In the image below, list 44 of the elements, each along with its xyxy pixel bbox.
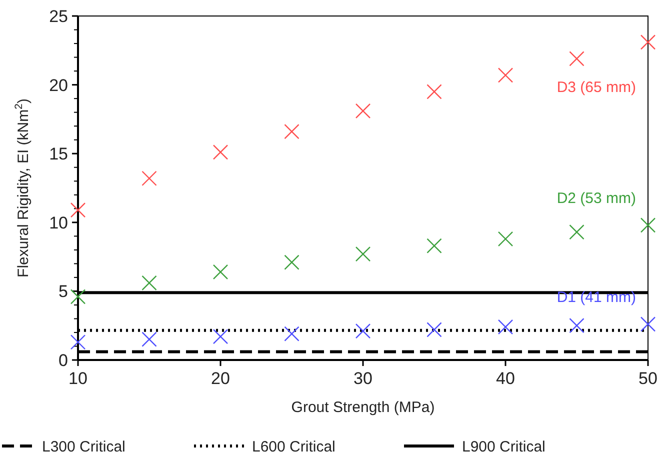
point [426, 84, 442, 100]
point [498, 319, 514, 335]
point [640, 218, 656, 233]
point [142, 170, 157, 186]
x-tick-label: 20 [211, 369, 230, 388]
point [212, 144, 228, 160]
point [640, 316, 656, 332]
point [284, 326, 300, 342]
y-tick-label: 20 [49, 76, 68, 95]
y-tick-label: 10 [49, 213, 68, 232]
point [355, 246, 371, 262]
point [142, 275, 157, 291]
point [284, 124, 300, 140]
x-axis-title: Grout Strength (MPa) [291, 399, 435, 416]
point [70, 202, 86, 218]
series-label: D3 (65 mm) [556, 79, 636, 96]
legend-label: L300 Critical [42, 438, 126, 456]
point [70, 334, 86, 350]
x-tick-label: 40 [496, 369, 515, 388]
y-tick-label: 5 [58, 282, 68, 302]
point [498, 68, 514, 83]
series-label: D1 (41 mm) [556, 289, 636, 306]
y-tick-label: 0 [58, 350, 68, 370]
y-tick-label: 15 [49, 144, 68, 164]
point [70, 289, 86, 304]
point [426, 238, 442, 254]
x-tick-label: 30 [354, 369, 372, 388]
point [212, 329, 228, 344]
point [426, 322, 442, 338]
point [498, 231, 514, 247]
point [569, 318, 584, 334]
point [355, 324, 371, 339]
y-tick-label: 25 [49, 6, 68, 26]
point [569, 51, 584, 66]
legend-label: L600 Critical [252, 438, 336, 456]
series-label: D2 (53 mm) [556, 190, 636, 208]
point [284, 254, 300, 270]
point [142, 332, 157, 347]
point [212, 264, 228, 280]
point [355, 103, 371, 119]
x-tick-label: 50 [638, 369, 658, 388]
legend-label: L900 Critical [462, 438, 546, 456]
point [569, 224, 584, 240]
point [640, 34, 656, 50]
